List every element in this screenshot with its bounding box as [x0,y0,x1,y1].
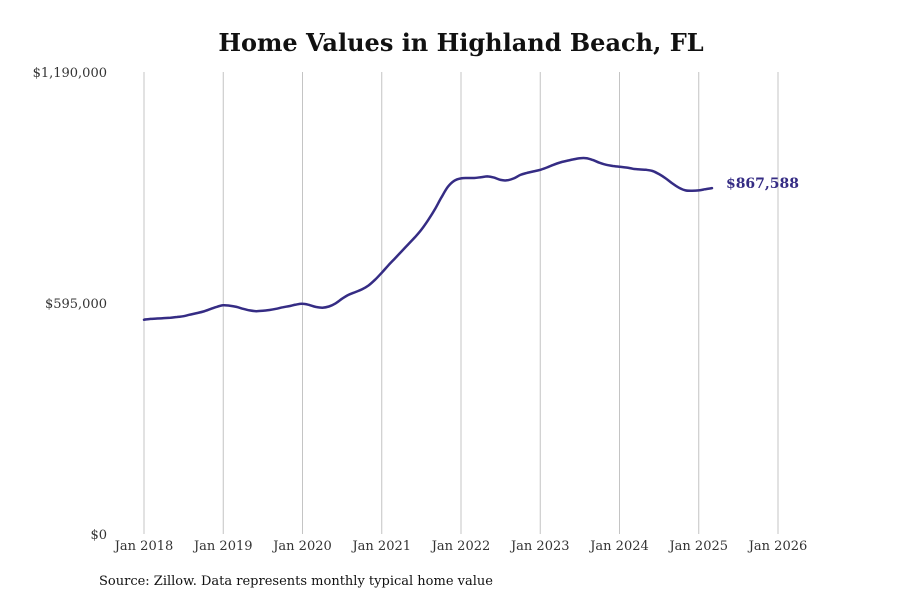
x-tick-label: Jan 2019 [192,539,253,554]
x-axis-ticks: Jan 2018 Jan 2019 Jan 2020 Jan 2021 Jan 2022… [113,539,808,554]
x-tick-label: Jan 2025 [667,539,728,554]
y-tick-label: $595,000 [45,297,107,312]
x-tick-label: Jan 2021 [350,539,411,554]
x-tick-label: Jan 2023 [509,539,570,554]
y-tick-label: $1,190,000 [33,66,107,81]
x-tick-label: Jan 2018 [113,539,174,554]
y-axis-ticks: $0 $595,000 $1,190,000 [33,66,107,543]
series-line-home-value [142,156,714,321]
x-tick-label: Jan 2026 [747,539,808,554]
end-value-label: $867,588 [726,176,799,192]
chart-title: Home Values in Highland Beach, FL [218,28,704,57]
x-tick-label: Jan 2022 [430,539,491,554]
gridlines [143,72,779,534]
y-tick-label: $0 [90,528,107,543]
x-tick-label: Jan 2020 [271,539,332,554]
source-note: Source: Zillow. Data represents monthly … [99,574,493,589]
x-tick-label: Jan 2024 [588,539,649,554]
